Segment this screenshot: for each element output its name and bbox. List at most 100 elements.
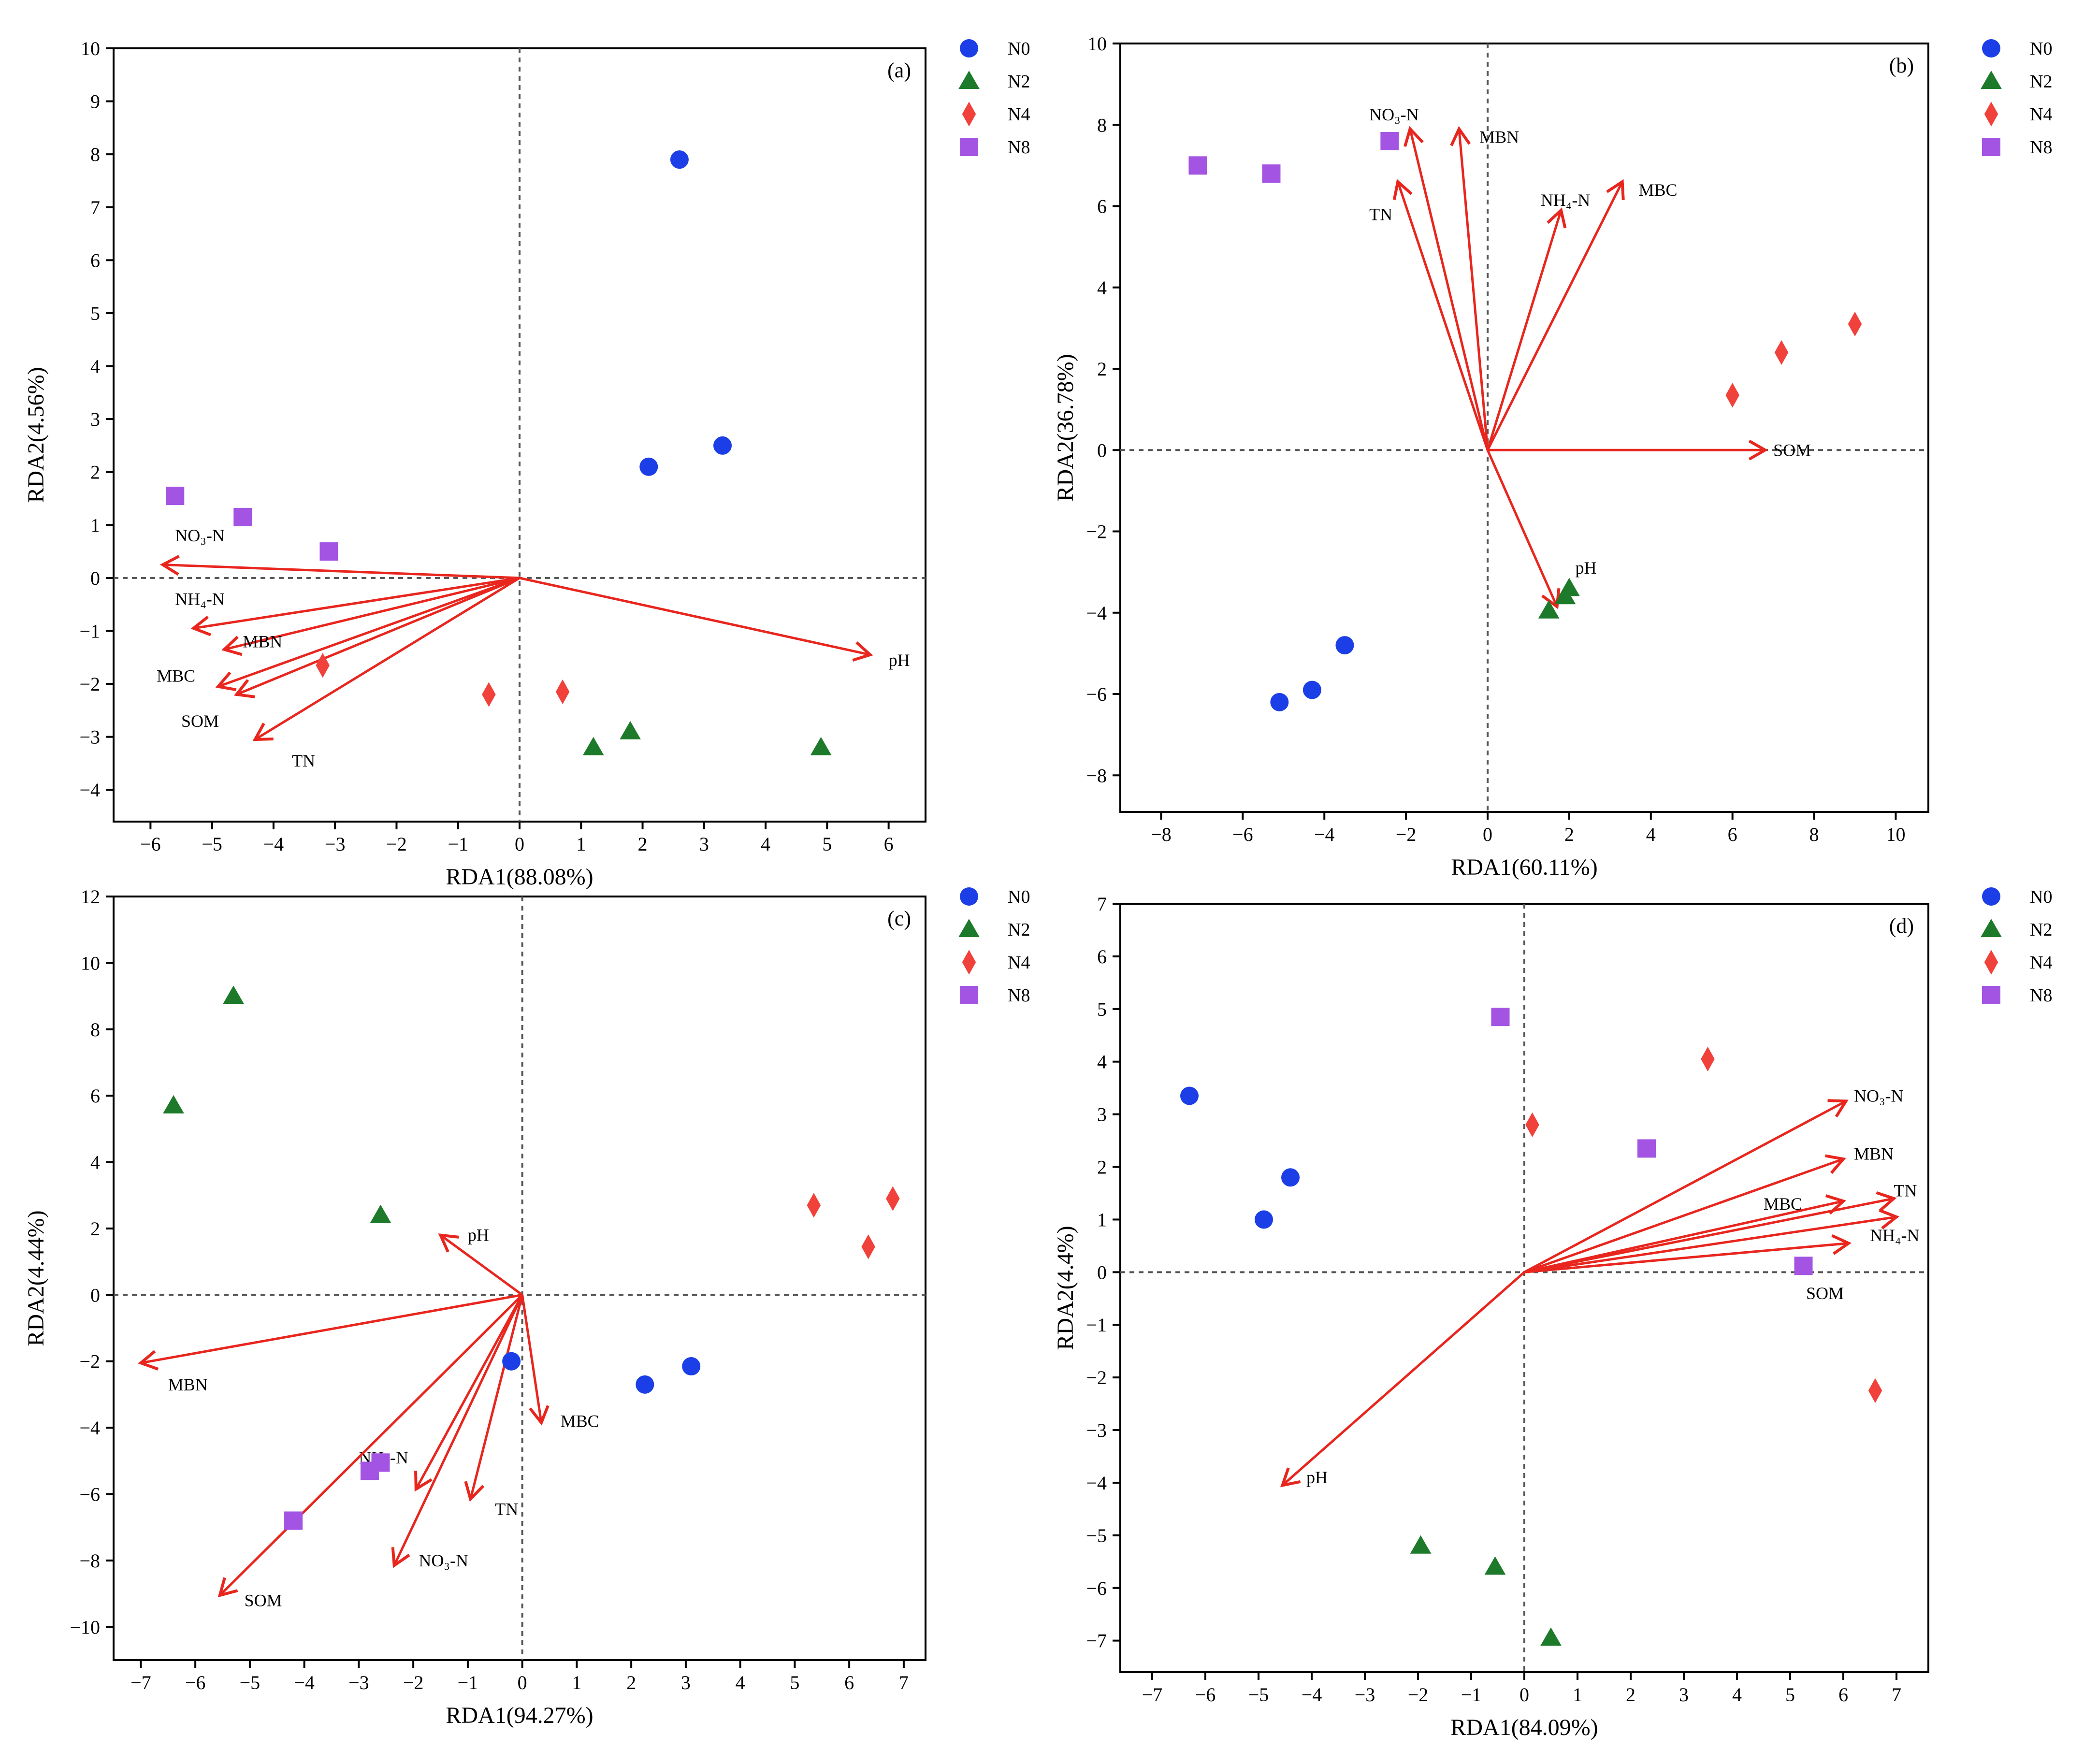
point-n0 <box>1270 693 1289 711</box>
vector-arrow-line <box>1524 1197 1894 1273</box>
vector-label: TN <box>495 1499 518 1518</box>
vector-arrow-head <box>1541 588 1561 609</box>
vector-label: MBN <box>1854 1144 1894 1163</box>
panel-b: −8 −6 −4 −2 0 2 4 6 8 10 −8 −6 −4 −2 0 2 4 6 8 10 RDA1(60.11… <box>1053 33 2052 880</box>
point-n2 <box>582 737 604 755</box>
point-n2 <box>163 1095 184 1113</box>
legend-marker-n0 <box>960 887 978 906</box>
x-tick-label: −7 <box>1142 1684 1163 1706</box>
vector-arrow-head <box>252 723 274 741</box>
vector-arrow-head <box>1827 1099 1849 1118</box>
x-tick-label: −2 <box>1408 1684 1429 1706</box>
x-tick-label: 2 <box>638 833 648 855</box>
vector-arrow-head <box>464 1481 485 1502</box>
legend-marker-n4 <box>962 950 976 975</box>
x-tick-label: 0 <box>1520 1684 1529 1706</box>
legend-label-n2: N2 <box>1008 72 1030 92</box>
x-axis-title: RDA1(88.08%) <box>446 864 593 890</box>
legend-marker-n4 <box>1984 950 1998 975</box>
legend-marker-n0 <box>1982 39 2000 58</box>
point-n4 <box>1725 383 1739 408</box>
y-tick-label: 0 <box>90 1284 100 1306</box>
vector-arrow-line <box>1524 1157 1844 1273</box>
y-tick-label: −4 <box>79 779 100 801</box>
y-axis-title: RDA2(4.4%) <box>1053 1226 1078 1350</box>
vector-arrow-head <box>1876 1191 1897 1212</box>
vector-label: TN <box>1894 1181 1917 1200</box>
vector-arrow-head <box>1404 126 1424 147</box>
legend-label-n2: N2 <box>2030 72 2052 92</box>
vector-arrow-head <box>138 1350 159 1371</box>
x-tick-label: −7 <box>130 1672 151 1693</box>
point-n8 <box>360 1461 379 1480</box>
x-tick-label: 0 <box>515 833 524 855</box>
x-tick-label: −1 <box>448 833 468 855</box>
vector-arrow-line <box>440 1234 523 1296</box>
vector-label: pH <box>468 1226 489 1245</box>
panel-d: −7 −6 −5 −4 −3 −2 −1 0 1 2 3 4 5 6 7 −7 −6 −5 −4 −3 −2 −1 0 1 2 3… <box>1053 887 2052 1740</box>
y-tick-label: 8 <box>1097 114 1107 136</box>
y-tick-label: 4 <box>1097 1051 1107 1073</box>
vector-arrow-head <box>233 679 255 698</box>
y-tick-label: −4 <box>1086 602 1107 624</box>
x-tick-label: −1 <box>458 1672 478 1693</box>
x-tick-label: −6 <box>1195 1684 1216 1706</box>
legend-label-n0: N0 <box>1008 39 1030 59</box>
vector-arrow-line <box>1486 210 1563 451</box>
vector-arrow-head <box>217 1577 238 1598</box>
point-n0 <box>636 1375 654 1394</box>
point-n2 <box>1484 1556 1506 1575</box>
y-tick-label: −3 <box>79 726 100 748</box>
vector-arrow-line <box>193 577 520 630</box>
x-tick-label: −2 <box>386 833 407 855</box>
point-n0 <box>713 436 732 455</box>
x-tick-label: −3 <box>325 833 346 855</box>
y-tick-label: 8 <box>90 144 100 165</box>
y-tick-label: 4 <box>90 1152 100 1173</box>
panel-label: (c) <box>887 907 911 930</box>
point-n8 <box>1262 164 1281 183</box>
y-tick-label: −3 <box>1086 1419 1107 1441</box>
y-tick-label: 1 <box>90 514 100 536</box>
x-tick-label: 7 <box>899 1672 909 1693</box>
point-n4 <box>1774 340 1789 365</box>
x-tick-label: −6 <box>1232 824 1253 845</box>
y-tick-label: 4 <box>90 356 100 377</box>
x-tick-label: 3 <box>699 833 709 855</box>
legend-marker-n0 <box>960 39 978 58</box>
point-n8 <box>1794 1257 1813 1275</box>
x-tick-label: −4 <box>263 833 284 855</box>
y-tick-label: 3 <box>1097 1104 1107 1126</box>
vector-arrow-head <box>1879 1209 1899 1229</box>
vector-arrow-head <box>529 1405 550 1426</box>
legend-marker-n0 <box>1982 887 2000 906</box>
vector-arrow-line <box>217 577 520 688</box>
vector-arrow-line <box>1409 129 1489 450</box>
plot-frame <box>113 896 926 1661</box>
y-tick-label: 2 <box>90 1218 100 1240</box>
point-n2 <box>1540 1627 1562 1646</box>
legend-marker-n8 <box>960 138 978 156</box>
legend-label-n2: N2 <box>2030 920 2052 940</box>
vector-label: NO₃-N <box>1369 105 1419 124</box>
y-tick-label: 10 <box>81 38 100 59</box>
y-axis-title: RDA2(36.78%) <box>1053 354 1078 501</box>
vector-arrow-head <box>1606 179 1625 201</box>
point-n0 <box>1180 1086 1199 1105</box>
x-tick-label: 1 <box>1573 1684 1582 1706</box>
x-tick-label: 5 <box>822 833 832 855</box>
point-n2 <box>1410 1535 1432 1554</box>
vector-label: NH₄-N <box>175 590 225 609</box>
x-tick-label: 1 <box>576 833 586 855</box>
y-tick-label: 10 <box>81 952 100 974</box>
vector-arrow-head <box>221 636 243 656</box>
point-n8 <box>166 487 185 506</box>
x-tick-label: 6 <box>1838 1684 1848 1706</box>
y-axis-title: RDA2(4.56%) <box>23 367 49 503</box>
point-n0 <box>1255 1210 1273 1229</box>
x-tick-label: 2 <box>1564 824 1574 845</box>
vector-label: MBN <box>1479 127 1519 146</box>
legend-label-n4: N4 <box>1008 104 1030 125</box>
y-tick-label: 6 <box>90 249 100 271</box>
